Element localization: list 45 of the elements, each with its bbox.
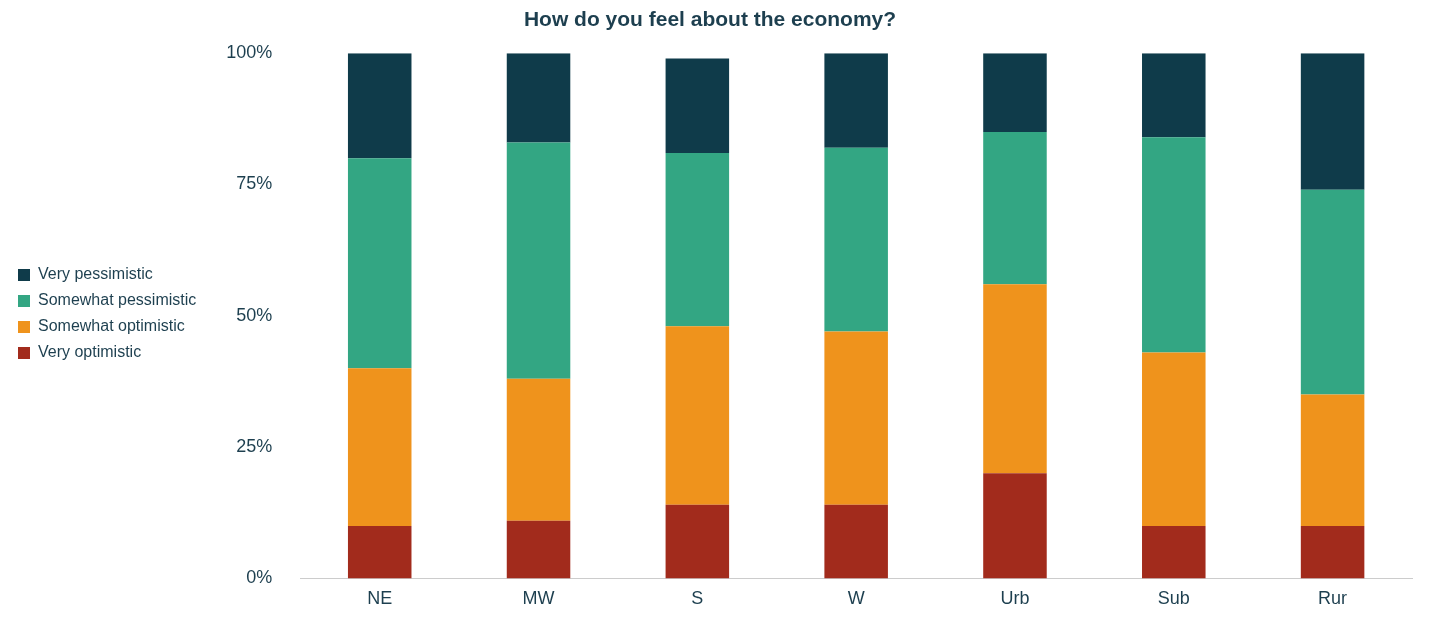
bar xyxy=(824,331,888,505)
y-tick-label: 25% xyxy=(236,436,273,457)
bar xyxy=(665,326,730,505)
bar xyxy=(1300,189,1365,395)
bar xyxy=(506,53,571,143)
bar xyxy=(506,142,571,379)
bar xyxy=(347,368,412,526)
bar xyxy=(983,284,1047,474)
legend-label: Very pessimistic xyxy=(38,265,153,283)
bar xyxy=(347,53,412,159)
x-tick-label: W xyxy=(847,588,865,609)
bar xyxy=(506,378,571,521)
bar xyxy=(824,53,888,148)
x-tick-label: Sub xyxy=(1157,588,1190,609)
y-tick-label: 50% xyxy=(236,304,273,325)
bar xyxy=(347,158,412,369)
x-tick-label: Rur xyxy=(1318,588,1348,609)
chart-title: How do you feel about the economy? xyxy=(523,7,897,31)
legend-label: Very optimistic xyxy=(38,343,142,361)
y-tick-label: 0% xyxy=(246,567,273,588)
bar xyxy=(1142,525,1206,579)
bar xyxy=(1300,53,1365,190)
legend-label: Somewhat optimistic xyxy=(38,317,185,335)
bar xyxy=(347,525,412,579)
legend-label: Somewhat pessimistic xyxy=(38,291,197,309)
bar xyxy=(1300,394,1365,526)
bar xyxy=(983,131,1047,285)
bar xyxy=(1142,53,1206,138)
y-tick-label: 75% xyxy=(236,173,273,194)
bar xyxy=(1300,525,1365,579)
bar xyxy=(506,520,571,579)
bar xyxy=(824,147,888,332)
y-tick-label: 100% xyxy=(226,42,273,63)
bar xyxy=(983,53,1047,132)
bar xyxy=(665,58,730,153)
bar xyxy=(665,152,730,327)
x-tick-label: S xyxy=(691,588,704,609)
bar xyxy=(1142,137,1206,353)
x-tick-label: NE xyxy=(367,588,393,609)
x-tick-label: Urb xyxy=(1000,588,1030,609)
x-tick-label: MW xyxy=(522,588,555,609)
bar xyxy=(983,473,1047,579)
bar xyxy=(1142,352,1206,526)
bar xyxy=(665,504,730,579)
bar xyxy=(824,504,888,579)
